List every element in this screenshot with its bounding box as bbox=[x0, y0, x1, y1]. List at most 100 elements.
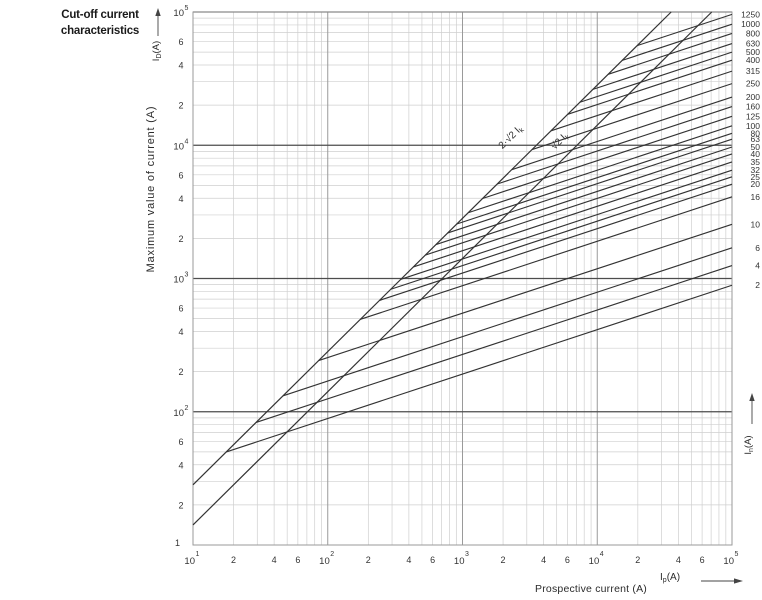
x-tick-label: 6 bbox=[430, 555, 435, 565]
chart-title: Cut-off current characteristics bbox=[28, 7, 172, 39]
x-tick-label: 6 bbox=[565, 555, 570, 565]
fuse-curve bbox=[318, 223, 733, 362]
x-tick-label: 10 bbox=[319, 556, 330, 567]
fuse-rating-label: 200 bbox=[746, 92, 760, 102]
x-tick-label: 4 bbox=[406, 555, 411, 565]
x-axis-symbol: Ip(A) bbox=[660, 572, 680, 584]
y-tick-label: 2 bbox=[178, 367, 183, 377]
fuse-curve bbox=[531, 83, 733, 151]
y-tick-label: 4 bbox=[178, 460, 183, 470]
y-axis-symbol-sub: D bbox=[156, 53, 163, 59]
y-tick-label: 4 bbox=[178, 327, 183, 337]
fuse-curve bbox=[226, 284, 733, 453]
y-tick-label: 4 bbox=[178, 61, 183, 71]
fuse-rating-label: 1250 bbox=[741, 9, 760, 19]
fuse-curve bbox=[456, 132, 733, 225]
fuse-curve bbox=[425, 153, 733, 256]
x-tick-exponent: 2 bbox=[330, 551, 334, 558]
fuse-curve bbox=[413, 161, 733, 268]
x-tick-exponent: 1 bbox=[196, 551, 200, 558]
fuse-curve bbox=[482, 115, 733, 200]
fuse-curve bbox=[497, 106, 733, 185]
fuse-curve bbox=[255, 265, 733, 424]
x-axis-title: Prospective current (A) bbox=[535, 583, 647, 595]
y-tick-label: 10 bbox=[173, 275, 184, 286]
y-tick-label: 2 bbox=[178, 101, 183, 111]
y-axis-title: Maximum value of current (A) bbox=[145, 105, 157, 273]
fuse-curve bbox=[550, 70, 733, 132]
x-tick-label: 10 bbox=[454, 556, 465, 567]
fuse-rating-label: 315 bbox=[746, 66, 760, 76]
y-tick-exponent: 4 bbox=[185, 138, 189, 145]
fuse-curve bbox=[579, 51, 733, 103]
fuse-rating-label: 63 bbox=[751, 134, 761, 144]
y-axis-symbol-unit: (A) bbox=[151, 40, 162, 54]
chart-title-line2: characteristics bbox=[60, 25, 140, 37]
fuse-curve bbox=[360, 196, 733, 320]
ref-line-label-sqrt2: √2 Ik bbox=[548, 129, 572, 153]
y-tick-exponent: 3 bbox=[185, 272, 189, 279]
right-axis-symbol-unit: (A) bbox=[743, 435, 754, 449]
fuse-curve bbox=[282, 247, 733, 397]
x-tick-label: 6 bbox=[295, 555, 300, 565]
y-tick-label: 10 bbox=[173, 8, 184, 19]
y-tick-label-bottom: 1 bbox=[175, 538, 180, 548]
fuse-curve bbox=[636, 13, 733, 47]
fuse-rating-label: 100 bbox=[746, 121, 760, 131]
x-tick-label: 10 bbox=[589, 556, 600, 567]
fuse-curve bbox=[511, 96, 733, 171]
x-tick-label: 4 bbox=[272, 555, 277, 565]
x-tick-exponent: 5 bbox=[735, 551, 739, 558]
fuse-rating-label: 125 bbox=[746, 111, 760, 121]
y-tick-label: 6 bbox=[178, 170, 183, 180]
right-axis-symbol: In(A) bbox=[743, 415, 755, 475]
fuse-rating-label: 1000 bbox=[741, 19, 760, 29]
fuse-curve bbox=[435, 146, 733, 246]
fuse-rating-label: 35 bbox=[751, 157, 761, 167]
x-tick-label: 6 bbox=[700, 555, 705, 565]
y-axis-symbol: ID(A) bbox=[151, 21, 163, 81]
fuse-rating-label: 50 bbox=[751, 142, 761, 152]
fuse-curve bbox=[400, 169, 733, 280]
y-tick-label: 10 bbox=[173, 408, 184, 419]
x-tick-label: 2 bbox=[501, 555, 506, 565]
x-axis-symbol-base: I bbox=[660, 572, 663, 583]
fuse-curve bbox=[592, 42, 733, 90]
fuse-rating-label: 2 bbox=[755, 280, 760, 290]
fuse-rating-label: 32 bbox=[751, 165, 761, 175]
y-tick-exponent: 2 bbox=[185, 405, 189, 412]
y-tick-label: 2 bbox=[178, 500, 183, 510]
x-tick-exponent: 4 bbox=[600, 551, 604, 558]
plot-frame bbox=[192, 11, 733, 546]
fuse-curve bbox=[622, 23, 733, 61]
right-axis-symbol-base: I bbox=[743, 451, 754, 455]
x-axis-symbol-sub: p bbox=[662, 577, 667, 584]
fuse-rating-label: 25 bbox=[751, 172, 761, 182]
x-tick-label: 4 bbox=[541, 555, 546, 565]
fuse-rating-label: 80 bbox=[751, 128, 761, 138]
x-tick-label: 10 bbox=[184, 556, 195, 567]
x-tick-label: 2 bbox=[366, 555, 371, 565]
y-tick-label: 2 bbox=[178, 234, 183, 244]
ref-line-label-2sqrt2: 2·√2 Ik bbox=[496, 122, 526, 152]
x-tick-label: 10 bbox=[723, 556, 734, 567]
y-tick-label: 10 bbox=[173, 141, 184, 152]
fuse-curve bbox=[447, 138, 733, 234]
fuse-rating-label: 6 bbox=[755, 243, 760, 253]
fuse-rating-label: 16 bbox=[751, 192, 761, 202]
y-tick-label: 4 bbox=[178, 194, 183, 204]
fuse-curve bbox=[379, 183, 733, 301]
right-axis-symbol-sub: n bbox=[748, 448, 755, 452]
fuse-rating-label: 630 bbox=[746, 39, 760, 49]
fuse-rating-label: 800 bbox=[746, 28, 760, 38]
peak-asymmetrical-line bbox=[192, 11, 672, 486]
y-tick-label: 6 bbox=[178, 37, 183, 47]
x-tick-exponent: 3 bbox=[465, 551, 469, 558]
fuse-rating-label: 250 bbox=[746, 79, 760, 89]
fuse-curve bbox=[390, 176, 733, 290]
chart-title-line1: Cut-off current bbox=[61, 9, 139, 21]
fuse-rating-label: 10 bbox=[751, 219, 761, 229]
x-axis-symbol-unit: (A) bbox=[666, 572, 681, 583]
